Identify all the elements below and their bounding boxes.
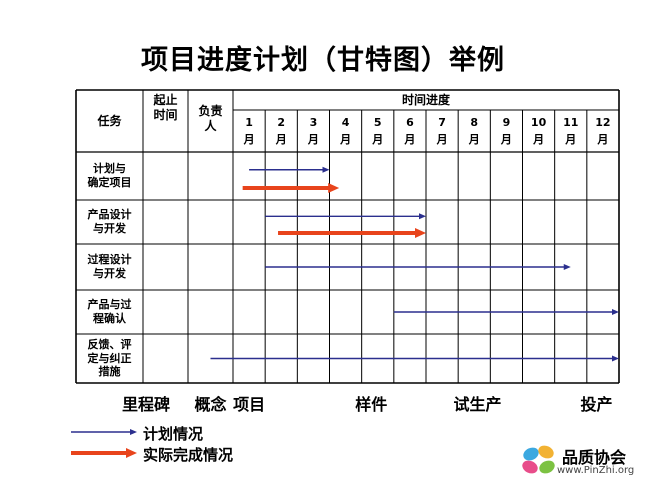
month-number: 1 bbox=[245, 115, 253, 129]
month-unit: 月 bbox=[436, 133, 448, 146]
month-unit: 月 bbox=[243, 133, 255, 146]
month-unit: 月 bbox=[565, 133, 577, 146]
plan-arrow bbox=[249, 166, 330, 173]
month-number: 8 bbox=[470, 115, 479, 129]
flower-logo-icon bbox=[522, 445, 555, 474]
month-header-12: 12 月 bbox=[587, 110, 619, 152]
month-number: 9 bbox=[502, 115, 511, 129]
plan-arrow bbox=[265, 213, 426, 220]
task-label: 计划与 确定项目 bbox=[87, 162, 132, 189]
month-unit: 月 bbox=[340, 133, 352, 146]
legend-plan-arrowhead bbox=[130, 429, 137, 435]
month-unit: 月 bbox=[500, 133, 512, 146]
logo-name: 品质协会 bbox=[562, 448, 627, 467]
month-number: 5 bbox=[373, 115, 382, 129]
task-label: 过程设计 与开发 bbox=[87, 253, 132, 280]
milestone-item: 概念 bbox=[194, 395, 227, 414]
month-unit: 月 bbox=[404, 133, 416, 146]
month-unit: 月 bbox=[275, 133, 287, 146]
month-unit: 月 bbox=[533, 133, 545, 146]
task-label: 反馈、评 定与纠正 措施 bbox=[87, 337, 132, 379]
legend-arrows bbox=[71, 429, 137, 458]
timeline-header: 时间进度 bbox=[401, 92, 450, 107]
owner-column-header: 负责 人 bbox=[198, 104, 223, 133]
legend-actual-arrowhead bbox=[126, 448, 137, 458]
task-column-header: 任务 bbox=[97, 113, 122, 128]
month-unit: 月 bbox=[372, 133, 384, 146]
page-title: 项目进度计划（甘特图）举例 bbox=[141, 45, 505, 76]
month-header-11: 11 月 bbox=[555, 110, 587, 152]
task-label: 产品与过 程确认 bbox=[87, 298, 132, 325]
month-header-10: 10 月 bbox=[523, 110, 555, 152]
start-time-column-header: 起止 时间 bbox=[153, 93, 178, 122]
logo-url: www.PinZhi.org bbox=[557, 465, 635, 476]
month-number: 12 bbox=[595, 115, 611, 129]
month-unit: 月 bbox=[597, 133, 609, 146]
month-number: 7 bbox=[438, 115, 446, 129]
actual-arrow bbox=[242, 183, 340, 193]
milestone-item: 投产 bbox=[580, 395, 613, 414]
legend-actual-label: 实际完成情况 bbox=[143, 446, 234, 464]
month-unit: 月 bbox=[468, 133, 480, 146]
month-unit: 月 bbox=[307, 133, 319, 146]
task-label: 产品设计 与开发 bbox=[87, 208, 132, 235]
actual-arrow bbox=[278, 228, 426, 238]
month-number: 2 bbox=[277, 115, 286, 129]
month-number: 10 bbox=[530, 115, 547, 129]
month-number: 6 bbox=[406, 115, 414, 129]
plan-arrow bbox=[210, 355, 619, 362]
month-number: 3 bbox=[309, 115, 318, 129]
milestone-item: 样件 bbox=[355, 395, 388, 414]
milestone-label: 里程碑 bbox=[122, 395, 171, 414]
month-number: 4 bbox=[341, 115, 350, 129]
milestone-item: 试生产 bbox=[453, 395, 502, 414]
milestone-item: 项目 bbox=[233, 395, 266, 414]
plan-arrow bbox=[393, 309, 619, 315]
plan-arrow bbox=[265, 264, 571, 270]
month-number: 11 bbox=[563, 115, 579, 129]
legend-plan-label: 计划情况 bbox=[143, 425, 204, 443]
